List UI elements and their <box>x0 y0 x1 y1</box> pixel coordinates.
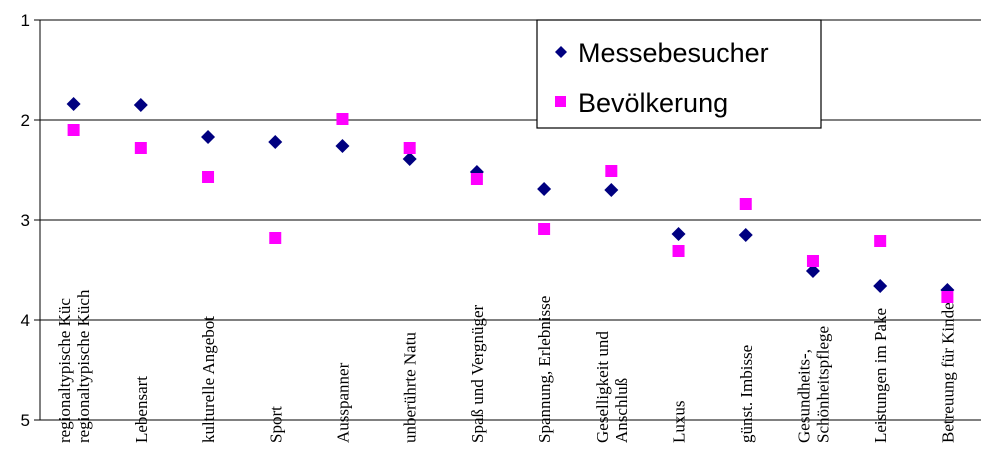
data-points <box>66 97 955 303</box>
x-category-label: Ausspanner <box>333 362 352 443</box>
point-bevoelkerung <box>470 173 483 185</box>
x-category-label: Lebensart <box>132 376 151 443</box>
point-messebesucher <box>268 135 283 149</box>
legend-label-messebesucher: Messebesucher <box>578 38 769 68</box>
x-category-label: Gesundheits-, <box>794 349 813 443</box>
point-messebesucher <box>873 279 888 293</box>
point-messebesucher <box>201 130 216 144</box>
point-bevoelkerung <box>134 142 147 154</box>
x-category-label: günst. Imbisse <box>737 345 756 443</box>
point-bevoelkerung <box>538 223 551 235</box>
point-messebesucher <box>604 183 619 197</box>
x-category-label: regionaltypische Küc <box>55 298 74 443</box>
point-bevoelkerung <box>739 198 752 210</box>
legend-marker-bevoelkerung <box>555 96 566 107</box>
gridlines <box>39 19 981 421</box>
x-category-label: Anschluß <box>612 378 631 443</box>
y-tick-label-4: 4 <box>21 311 30 330</box>
y-tick-label-2: 2 <box>21 111 30 130</box>
x-axis-categories: regionaltypische Küc regionaltypische Küc… <box>55 289 957 443</box>
x-category-label: unberührte Natu <box>401 332 420 443</box>
x-category-label: regionaltypische Küch <box>74 289 93 443</box>
point-messebesucher <box>402 152 417 166</box>
point-bevoelkerung <box>672 245 685 257</box>
point-messebesucher <box>671 227 686 241</box>
point-bevoelkerung <box>336 113 349 125</box>
point-messebesucher <box>805 264 820 278</box>
x-category-label: Luxus <box>670 401 689 444</box>
point-messebesucher <box>66 97 81 111</box>
point-bevoelkerung <box>941 291 954 303</box>
point-bevoelkerung <box>269 232 282 244</box>
y-tick-label-5: 5 <box>21 411 30 430</box>
point-messebesucher <box>738 228 753 242</box>
point-bevoelkerung <box>806 255 819 267</box>
x-category-label: kulturelle Angebot <box>199 316 218 443</box>
x-category-label: Sport <box>266 406 285 443</box>
point-bevoelkerung <box>202 171 215 183</box>
x-category-label: Leistungen im Pake <box>871 308 890 443</box>
y-tick-label-3: 3 <box>21 211 30 230</box>
legend: Messebesucher Bevölkerung <box>536 19 822 129</box>
x-category-label: Betreuung für Kinde <box>938 302 957 443</box>
y-axis-ticks: 1 2 3 4 5 <box>21 11 40 430</box>
point-bevoelkerung <box>403 142 416 154</box>
point-messebesucher <box>335 139 350 153</box>
x-category-label: Spannung, Erlebnisse <box>535 296 554 443</box>
x-category-label: Spaß und Vergnüger <box>468 304 487 443</box>
point-bevoelkerung <box>874 235 887 247</box>
x-category-label: Schönheitspflege <box>813 326 832 443</box>
legend-label-bevoelkerung: Bevölkerung <box>578 88 728 118</box>
legend-marker-messebesucher <box>555 46 567 58</box>
point-messebesucher <box>537 182 552 196</box>
y-tick-label-1: 1 <box>21 11 30 30</box>
point-bevoelkerung <box>67 124 80 136</box>
point-messebesucher <box>133 98 148 112</box>
legend-box <box>536 19 822 129</box>
x-category-label: Geselligkeit und <box>593 331 612 443</box>
point-bevoelkerung <box>605 165 618 177</box>
